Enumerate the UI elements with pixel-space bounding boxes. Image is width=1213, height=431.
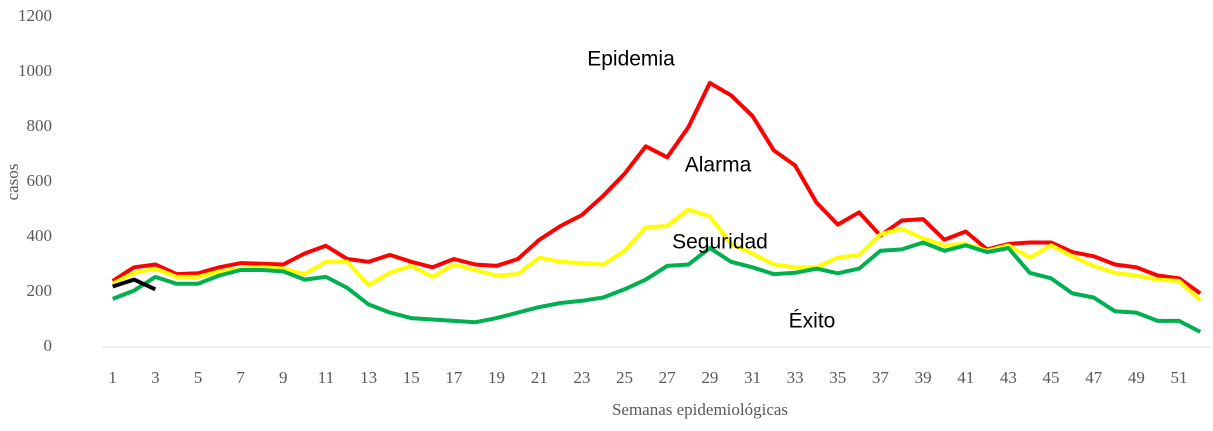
line-series <box>111 207 1202 302</box>
x-tick-label: 25 <box>616 368 633 387</box>
x-tick-label: 17 <box>445 368 463 387</box>
x-tick-label: 47 <box>1085 368 1103 387</box>
x-tick-label: 9 <box>279 368 288 387</box>
x-tick-label: 23 <box>573 368 590 387</box>
x-tick-label: 41 <box>957 368 974 387</box>
y-tick-label: 1200 <box>18 6 52 25</box>
x-tick-label: 33 <box>787 368 804 387</box>
x-tick-label: 21 <box>531 368 548 387</box>
x-tick-label: 19 <box>488 368 505 387</box>
x-axis-title: Semanas epidemiológicas <box>612 400 788 419</box>
x-tick-label: 49 <box>1128 368 1145 387</box>
line-series <box>111 240 1202 334</box>
x-tick-label: 31 <box>744 368 761 387</box>
annotation: Alarma <box>685 154 752 177</box>
x-tick-label: 3 <box>151 368 160 387</box>
x-tick-label: 43 <box>1000 368 1017 387</box>
line-series <box>112 277 157 292</box>
x-tick-label: 15 <box>403 368 420 387</box>
annotation: Epidemia <box>587 48 675 71</box>
x-tick-label: 51 <box>1171 368 1188 387</box>
x-tick-label: 45 <box>1043 368 1060 387</box>
y-tick-label: 600 <box>27 171 53 190</box>
x-tick-label: 35 <box>829 368 846 387</box>
x-tick-label: 37 <box>872 368 890 387</box>
x-tick-label: 13 <box>360 368 377 387</box>
y-tick-label: 400 <box>27 226 53 245</box>
annotation: Seguridad <box>672 231 768 254</box>
y-tick-label: 800 <box>27 116 53 135</box>
annotation: Éxito <box>789 310 836 333</box>
x-tick-label: 7 <box>236 368 245 387</box>
x-tick-label: 27 <box>659 368 677 387</box>
line-series <box>111 81 1202 296</box>
y-tick-label: 0 <box>44 336 53 355</box>
x-tick-label: 5 <box>194 368 203 387</box>
y-axis-title: casos <box>3 164 22 201</box>
x-tick-label: 39 <box>915 368 932 387</box>
x-tick-label: 1 <box>108 368 117 387</box>
x-tick-label: 11 <box>318 368 334 387</box>
y-tick-label: 1000 <box>18 61 52 80</box>
y-tick-label: 200 <box>27 281 53 300</box>
x-tick-label: 29 <box>701 368 718 387</box>
